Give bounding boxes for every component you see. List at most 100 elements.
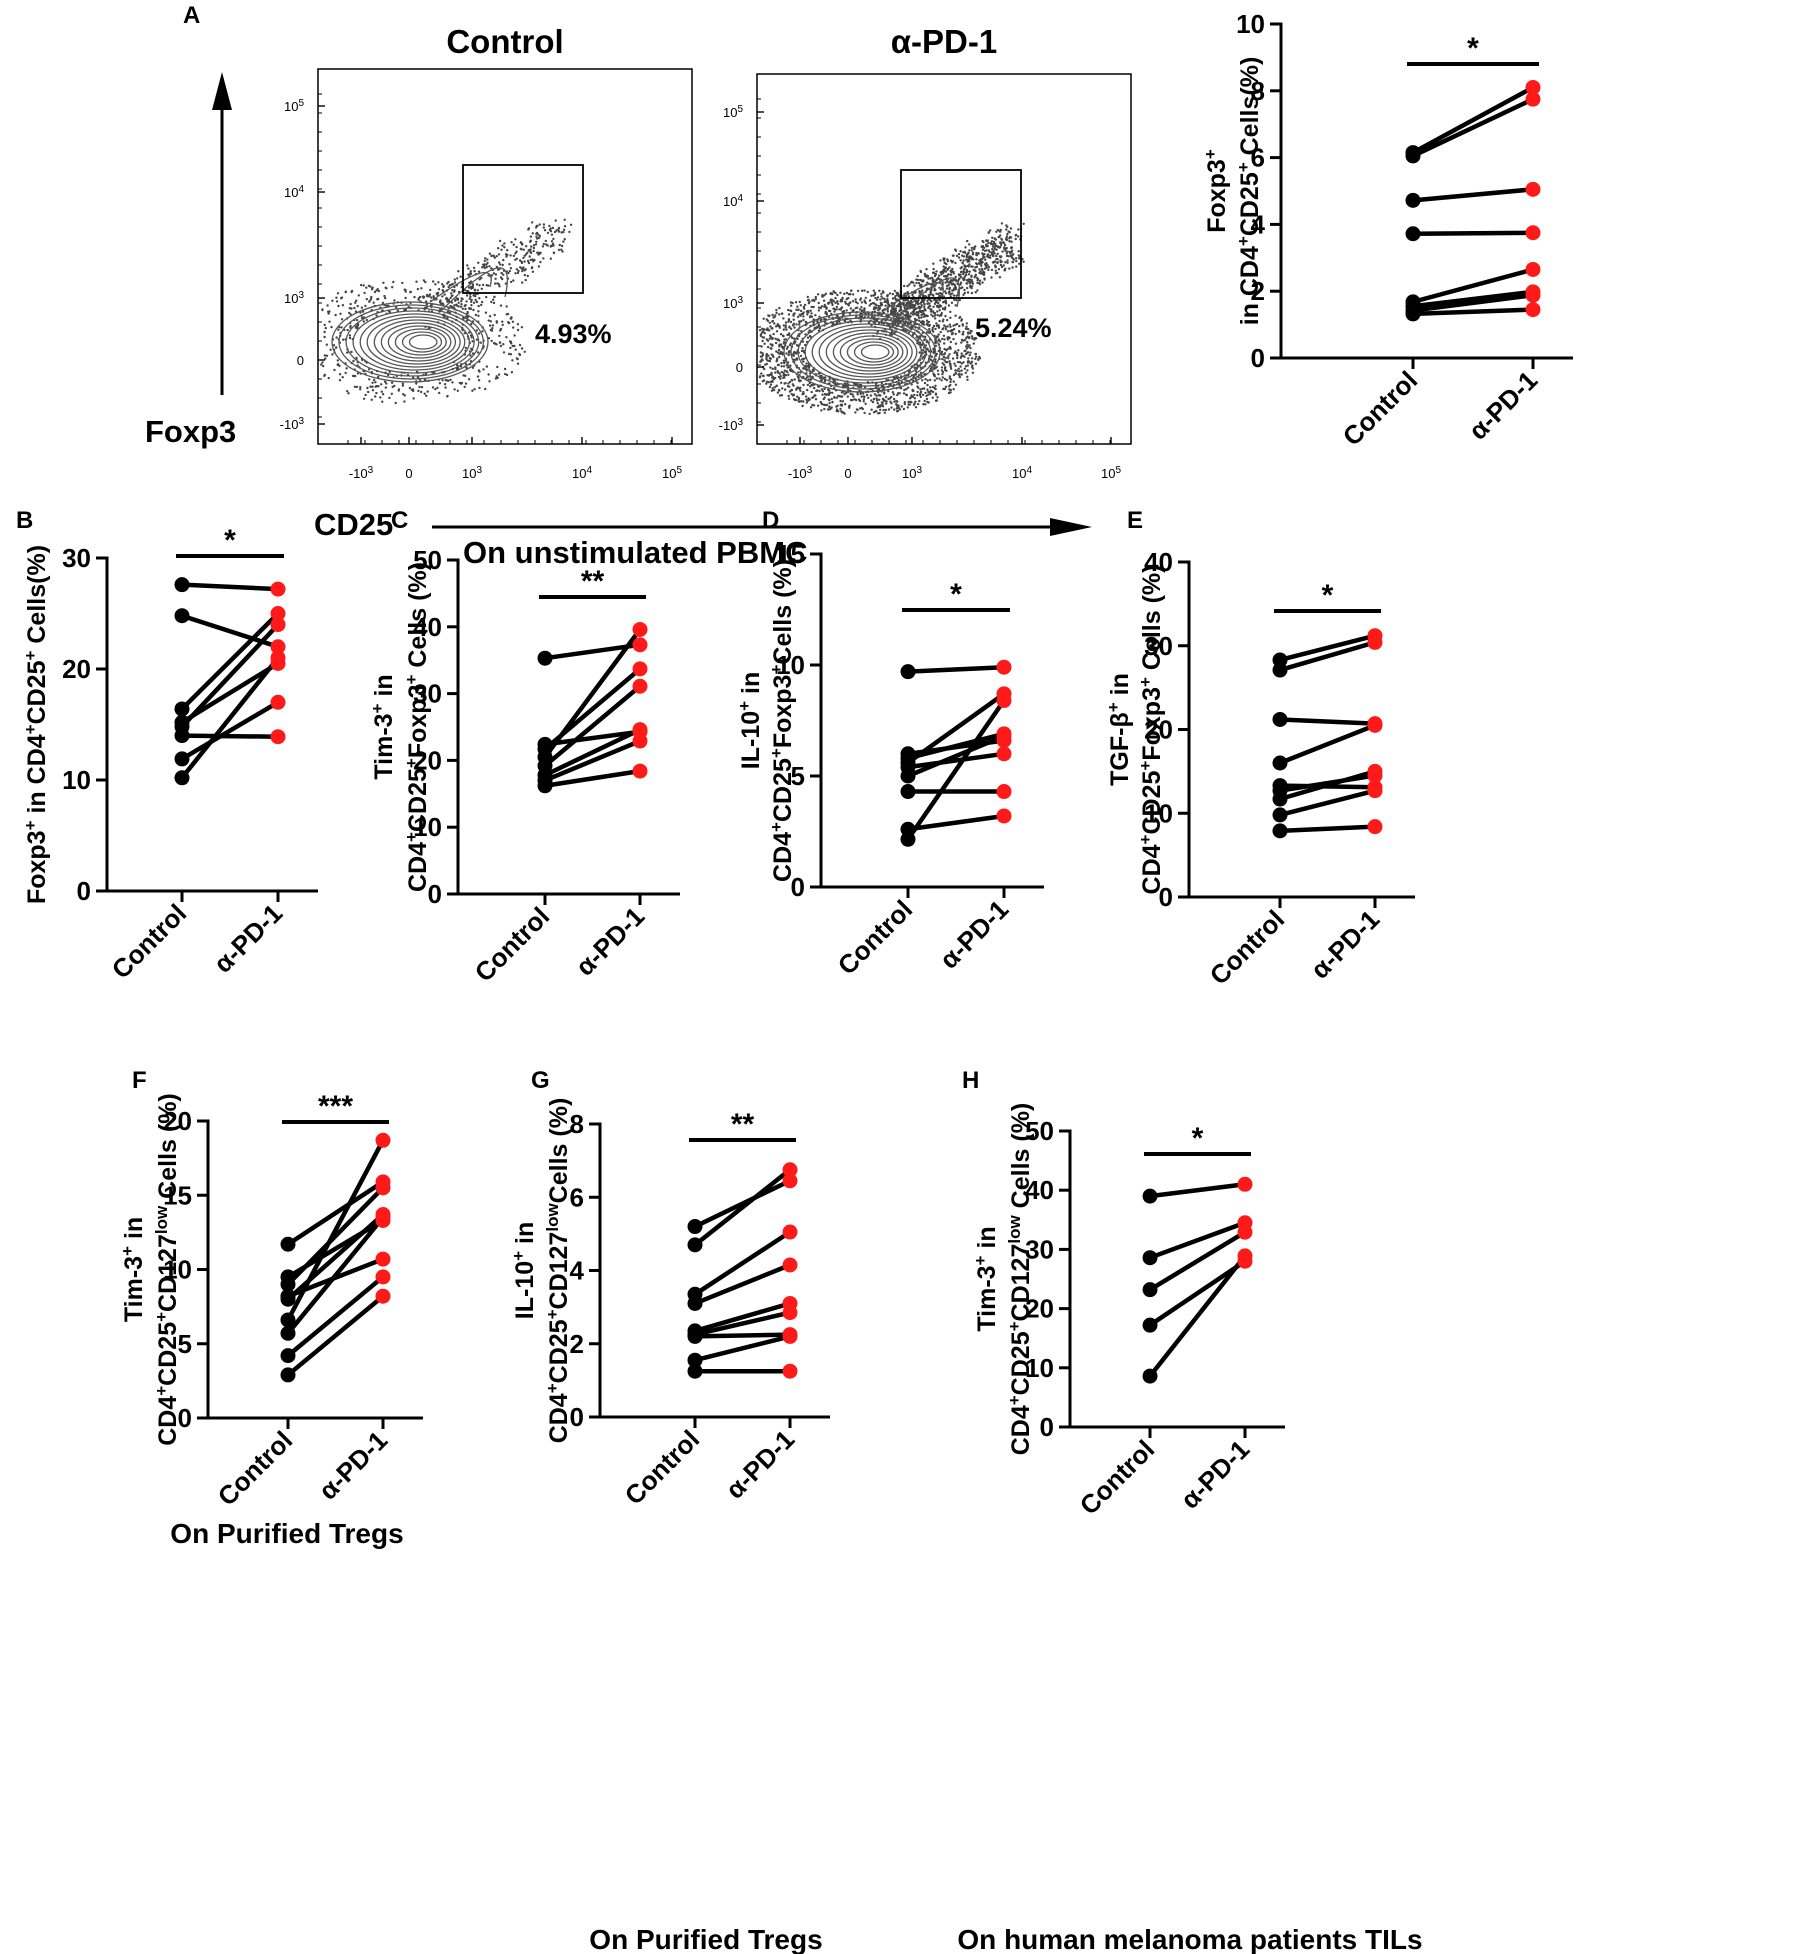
event-dot — [538, 252, 541, 256]
event-dot — [823, 294, 826, 297]
event-dot — [774, 341, 778, 345]
treated-point — [1525, 287, 1541, 303]
event-dot — [457, 305, 460, 308]
event-dot — [836, 404, 839, 407]
event-dot — [509, 353, 513, 356]
control-point — [280, 1236, 296, 1252]
event-dot — [826, 408, 830, 411]
treated-point — [996, 693, 1012, 709]
event-dot — [785, 370, 788, 373]
control-point — [1272, 791, 1288, 807]
event-dot — [996, 228, 1000, 232]
event-dot — [465, 319, 469, 322]
x-tick-label: Control — [619, 1424, 706, 1511]
pair-line — [694, 1334, 791, 1363]
event-dot — [934, 288, 937, 292]
event-dot — [502, 258, 505, 262]
y-tick-label: 10 — [1144, 798, 1173, 828]
event-dot — [880, 401, 883, 404]
event-dot — [425, 394, 428, 397]
event-dot — [468, 307, 471, 311]
panel-caption: On human melanoma patients TILs — [957, 1924, 1422, 1954]
event-dot — [383, 380, 387, 383]
event-dot — [775, 350, 778, 353]
treated-point — [1525, 225, 1541, 241]
event-dot — [512, 243, 515, 246]
x-tick-label: Control — [469, 901, 556, 988]
event-dot — [1000, 222, 1004, 225]
event-dot — [921, 387, 924, 390]
event-dot — [784, 321, 788, 324]
y-tick-label: 50 — [1025, 1116, 1054, 1146]
event-dot — [959, 250, 962, 253]
treated-point — [375, 1132, 391, 1148]
event-dot — [954, 369, 957, 372]
event-dot — [787, 394, 790, 398]
panel-caption: On Purified Tregs — [170, 1518, 403, 1549]
event-dot — [552, 244, 555, 247]
event-dot — [773, 322, 776, 325]
event-dot — [876, 296, 880, 299]
event-dot — [365, 286, 368, 289]
event-dot — [809, 406, 813, 409]
label-run: in — [1106, 673, 1134, 702]
event-dot — [998, 276, 1002, 279]
event-dot — [955, 322, 959, 326]
event-dot — [932, 324, 936, 328]
event-dot — [938, 278, 942, 281]
event-dot — [495, 375, 498, 378]
panel-caption: On Purified Tregs — [589, 1924, 822, 1954]
event-dot — [488, 252, 492, 255]
event-dot — [488, 380, 491, 383]
event-dot — [950, 271, 953, 274]
control-point — [1142, 1250, 1158, 1266]
pair-line — [1149, 1220, 1246, 1260]
treated-point — [1525, 79, 1541, 95]
event-dot — [788, 332, 791, 335]
event-dot — [854, 411, 857, 414]
event-dot — [946, 274, 949, 277]
y-tick-label: 5 — [791, 761, 805, 791]
event-dot — [535, 231, 539, 235]
event-dot — [432, 280, 435, 283]
event-dot — [765, 382, 768, 385]
contour-ring — [811, 323, 923, 381]
event-dot — [951, 357, 955, 360]
event-dot — [977, 357, 980, 361]
event-dot — [949, 364, 952, 368]
label-run: Cells(%) — [23, 545, 51, 651]
event-dot — [361, 310, 365, 313]
event-dot — [970, 361, 973, 364]
event-dot — [935, 399, 938, 402]
event-dot — [497, 373, 501, 376]
pair-line — [1412, 289, 1534, 309]
treated-point — [1525, 302, 1541, 318]
event-dot — [488, 315, 492, 318]
label-run: Cells (%) — [769, 559, 797, 665]
contour-ring — [401, 331, 443, 353]
event-dot — [762, 336, 766, 339]
event-dot — [954, 275, 957, 279]
event-dot — [806, 336, 810, 339]
contour-ring — [825, 329, 913, 375]
event-dot — [324, 326, 327, 330]
event-dot — [789, 301, 793, 304]
event-dot — [542, 257, 545, 260]
event-dot — [942, 334, 946, 337]
event-dot — [918, 291, 921, 294]
event-dot — [975, 263, 979, 266]
pair-line — [180, 700, 280, 761]
control-point — [900, 784, 916, 800]
event-dot — [985, 249, 988, 252]
event-dot — [532, 249, 535, 253]
event-dot — [841, 400, 845, 403]
event-dot — [987, 249, 990, 252]
control-point — [1142, 1188, 1158, 1204]
event-dot — [524, 268, 527, 271]
y-axis-title: Tim-3+ in — [971, 1226, 1002, 1331]
event-dot — [447, 285, 450, 289]
treated-point — [270, 617, 286, 633]
event-dot — [888, 292, 892, 295]
superscript: + — [1136, 761, 1155, 771]
